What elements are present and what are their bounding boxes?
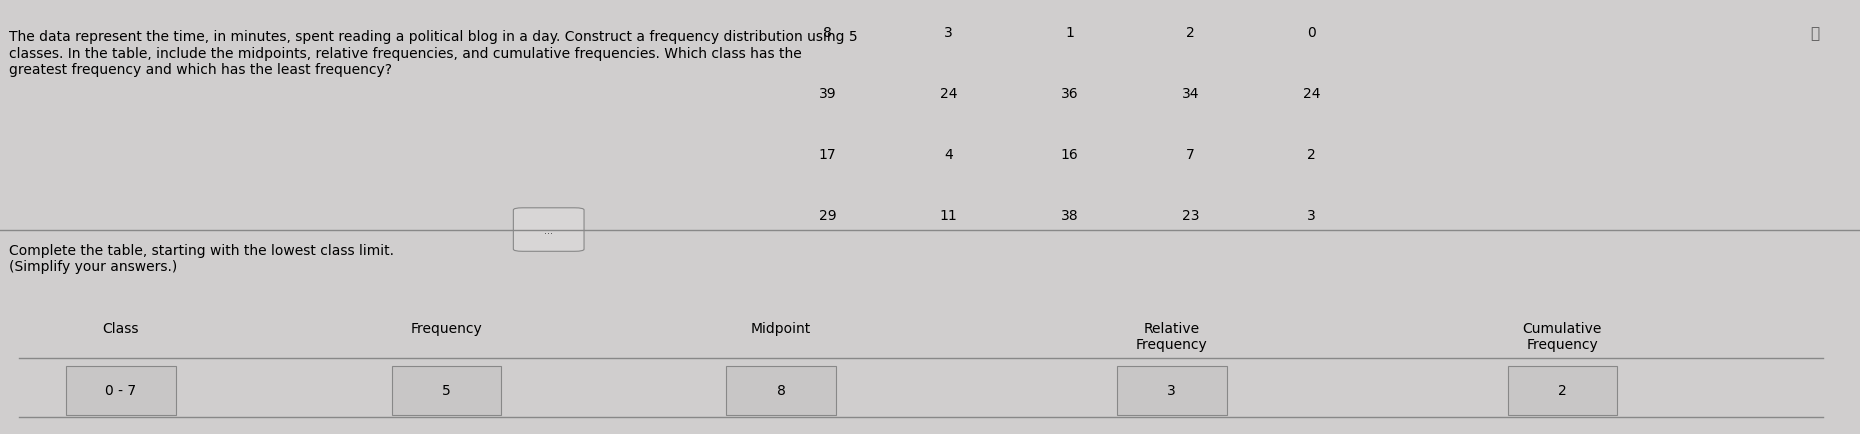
Text: 3: 3 — [1168, 384, 1176, 398]
Text: 7: 7 — [1187, 148, 1194, 161]
Text: Class: Class — [102, 321, 140, 335]
FancyBboxPatch shape — [67, 366, 175, 415]
Text: 1: 1 — [1066, 26, 1073, 40]
Text: The data represent the time, in minutes, spent reading a political blog in a day: The data represent the time, in minutes,… — [9, 30, 857, 77]
Text: 5: 5 — [443, 384, 450, 398]
Text: 2: 2 — [1308, 148, 1315, 161]
Text: 24: 24 — [1302, 87, 1321, 101]
Text: 4: 4 — [945, 148, 952, 161]
Text: 0: 0 — [1308, 26, 1315, 40]
Text: Frequency: Frequency — [411, 321, 482, 335]
Text: 39: 39 — [818, 87, 837, 101]
Text: Complete the table, starting with the lowest class limit.
(Simplify your answers: Complete the table, starting with the lo… — [9, 243, 394, 273]
FancyBboxPatch shape — [725, 366, 835, 415]
Text: 2: 2 — [1187, 26, 1194, 40]
Text: 8: 8 — [777, 384, 785, 398]
Text: Cumulative
Frequency: Cumulative Frequency — [1523, 321, 1601, 351]
Text: 8: 8 — [824, 26, 831, 40]
Text: 34: 34 — [1181, 87, 1200, 101]
FancyBboxPatch shape — [1507, 366, 1616, 415]
Text: 3: 3 — [945, 26, 952, 40]
Text: 38: 38 — [1060, 208, 1079, 222]
FancyBboxPatch shape — [513, 208, 584, 252]
Text: 29: 29 — [818, 208, 837, 222]
Text: 2: 2 — [1559, 384, 1566, 398]
Text: 11: 11 — [939, 208, 958, 222]
Text: 23: 23 — [1181, 208, 1200, 222]
Text: 24: 24 — [939, 87, 958, 101]
Text: ⎙: ⎙ — [1810, 26, 1819, 41]
Text: ...: ... — [545, 225, 552, 235]
Text: 36: 36 — [1060, 87, 1079, 101]
Text: 17: 17 — [818, 148, 837, 161]
Text: 16: 16 — [1060, 148, 1079, 161]
Text: Midpoint: Midpoint — [751, 321, 811, 335]
FancyBboxPatch shape — [391, 366, 500, 415]
FancyBboxPatch shape — [1116, 366, 1226, 415]
Text: 0 - 7: 0 - 7 — [106, 384, 136, 398]
Text: 3: 3 — [1308, 208, 1315, 222]
Text: Relative
Frequency: Relative Frequency — [1136, 321, 1207, 351]
